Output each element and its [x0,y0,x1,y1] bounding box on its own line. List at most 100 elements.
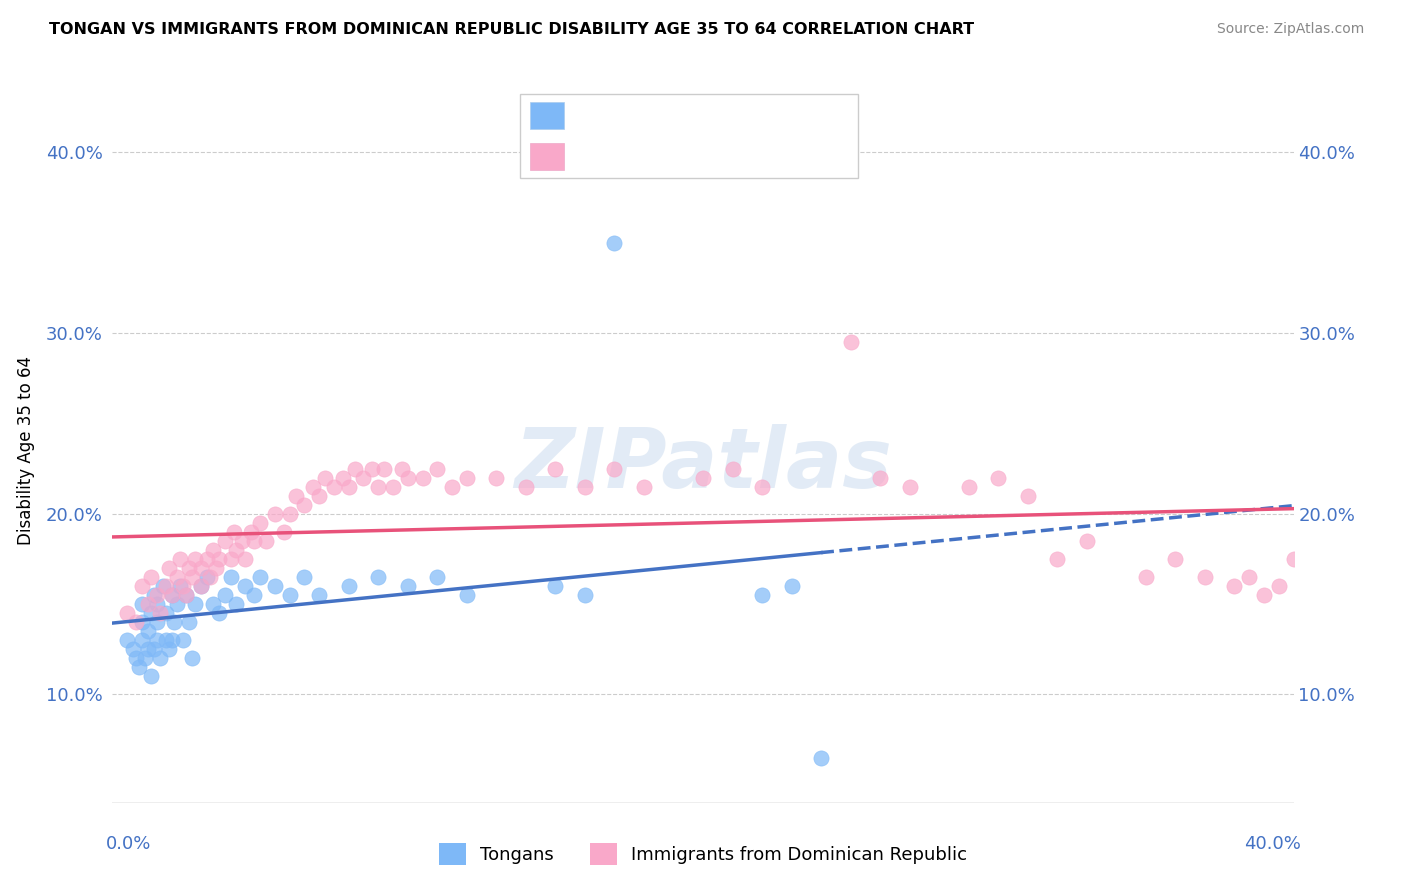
Point [131,579,153,593]
Point [233,579,256,593]
Point [190,561,212,575]
Text: N =: N = [709,147,749,165]
Point [337,480,360,494]
Point [278,507,301,521]
Point [314,470,336,484]
Point [1268,579,1291,593]
Point [1164,552,1187,566]
Point [323,480,346,494]
Point [149,651,172,665]
Text: R =: R = [578,147,617,165]
Point [131,597,153,611]
Point [174,588,197,602]
Point [515,480,537,494]
Point [1253,588,1275,602]
Point [987,470,1010,484]
Text: R =: R = [578,107,617,125]
Point [692,470,714,484]
Point [201,597,224,611]
Point [152,579,174,593]
Point [181,651,204,665]
Point [122,642,145,657]
Point [249,516,271,530]
Point [214,533,236,548]
Point [603,235,626,250]
Point [957,480,980,494]
Text: 0.051: 0.051 [621,107,672,125]
Point [172,633,194,648]
Point [131,615,153,629]
Point [343,461,366,475]
Text: ZIPatlas: ZIPatlas [515,424,891,505]
Point [125,615,148,629]
Point [134,651,156,665]
Point [869,470,891,484]
Point [292,570,315,584]
Point [166,597,188,611]
Point [332,470,354,484]
Point [169,579,191,593]
Legend: Tongans, Immigrants from Dominican Republic: Tongans, Immigrants from Dominican Repub… [432,836,974,872]
Text: 0.266: 0.266 [621,147,672,165]
Point [780,579,803,593]
Point [169,552,191,566]
Point [174,588,197,602]
Point [456,470,478,484]
Point [179,561,201,575]
Point [249,570,271,584]
Point [205,561,228,575]
Point [155,579,177,593]
Text: Source: ZipAtlas.com: Source: ZipAtlas.com [1216,22,1364,37]
Point [155,606,177,620]
Point [219,552,242,566]
Point [373,461,395,475]
Point [136,624,159,639]
Point [426,570,449,584]
Text: 82: 82 [756,147,779,165]
Point [633,480,655,494]
Point [485,470,508,484]
Point [195,570,218,584]
Point [603,461,626,475]
Point [839,334,862,349]
Text: 40.0%: 40.0% [1244,835,1301,853]
Point [184,552,207,566]
Point [163,615,186,629]
Point [456,588,478,602]
Point [308,489,330,503]
Point [243,588,266,602]
Point [544,579,567,593]
Point [139,669,162,683]
Point [264,579,287,593]
Point [441,480,464,494]
Point [117,606,138,620]
Point [142,642,165,657]
Point [198,570,221,584]
Point [225,542,247,557]
Point [1194,570,1216,584]
Point [157,642,180,657]
Point [184,597,207,611]
Point [1135,570,1157,584]
Point [574,480,596,494]
Point [1282,552,1305,566]
Point [264,507,287,521]
Point [179,615,201,629]
Point [125,651,148,665]
Point [128,660,150,674]
Point [146,597,169,611]
Point [308,588,330,602]
Point [157,561,180,575]
Point [1076,533,1098,548]
Point [155,633,177,648]
Point [219,570,242,584]
Point [411,470,433,484]
Point [396,470,419,484]
Point [396,579,419,593]
Point [214,588,236,602]
Point [149,606,172,620]
Point [273,524,295,539]
Point [278,588,301,602]
Point [1046,552,1069,566]
Point [160,588,183,602]
